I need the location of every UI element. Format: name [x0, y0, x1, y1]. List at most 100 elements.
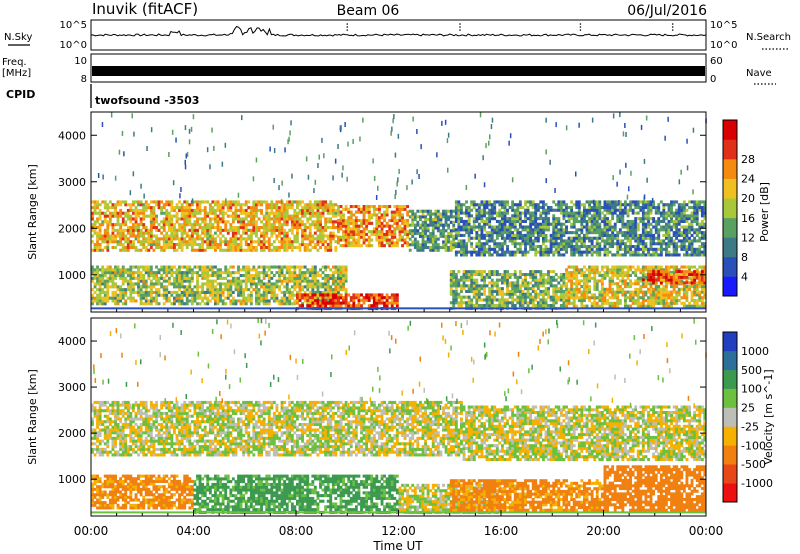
heatmap-cell: [239, 282, 243, 286]
heatmap-cell: [644, 200, 648, 204]
heatmap-cell: [460, 289, 463, 293]
heatmap-cell: [641, 253, 645, 257]
heatmap-cell: [226, 228, 230, 232]
heatmap-cell: [488, 239, 492, 243]
heatmap-cell: [547, 295, 550, 299]
heatmap-cell: [524, 236, 527, 240]
heatmap-cell: [588, 236, 591, 240]
heatmap-cell: [188, 237, 192, 241]
heatmap-cell: [142, 274, 146, 278]
heatmap-cell: [224, 243, 228, 247]
heatmap-cell: [139, 228, 143, 232]
heatmap-cell: [449, 243, 453, 247]
heatmap-cell: [580, 236, 584, 240]
heatmap-cell: [111, 293, 115, 297]
heatmap-cell: [316, 200, 320, 204]
heatmap-cell: [513, 203, 517, 207]
heatmap-cell: [688, 231, 691, 235]
heatmap-cell: [214, 248, 217, 252]
heatmap-cell: [144, 248, 148, 252]
heatmap-cell: [237, 293, 240, 297]
heatmap-cell: [285, 231, 289, 235]
heatmap-cell: [91, 228, 94, 232]
heatmap-cell: [144, 290, 148, 294]
heatmap-cell: [677, 206, 681, 210]
heatmap-cell: [536, 225, 540, 229]
heatmap-cell: [319, 220, 322, 224]
heatmap-cell: [349, 216, 353, 220]
heatmap-cell: [398, 230, 402, 234]
heatmap-cell: [160, 208, 164, 212]
heatmap-cell: [442, 243, 445, 247]
heatmap-cell: [618, 239, 622, 243]
heatmap-cell: [283, 276, 287, 280]
heatmap-cell: [114, 214, 117, 218]
heatmap-cell: [536, 222, 540, 226]
heatmap-cell: [511, 301, 515, 305]
heatmap-cell: [272, 228, 276, 232]
heatmap-cell: [308, 206, 312, 210]
heatmap-cell: [475, 233, 479, 237]
heatmap-cell: [534, 284, 538, 288]
heatmap-cell: [557, 247, 561, 251]
heatmap-cell: [588, 231, 591, 235]
heatmap-cell: [483, 225, 486, 229]
heatmap-cell: [301, 220, 304, 224]
heatmap-cell: [506, 208, 509, 212]
heatmap-cell: [211, 285, 215, 289]
heatmap-cell: [667, 219, 671, 223]
heatmap-cell: [193, 240, 197, 244]
heatmap-cell: [121, 302, 125, 306]
heatmap-cell: [485, 222, 489, 226]
heatmap-cell: [613, 200, 617, 204]
heatmap-cell: [559, 289, 563, 293]
heatmap-cell: [226, 220, 230, 224]
heatmap-cell: [544, 281, 548, 285]
heatmap-cell: [495, 281, 499, 285]
heatmap-cell: [283, 296, 287, 300]
heatmap-cell: [385, 301, 389, 305]
heatmap-cell: [237, 231, 240, 235]
heatmap-cell: [170, 265, 174, 269]
heatmap-cell: [690, 250, 694, 254]
heatmap-cell: [631, 225, 635, 229]
heatmap-cell: [534, 289, 538, 293]
heatmap-cell: [436, 215, 440, 219]
heatmap-cell: [103, 302, 107, 306]
heatmap-cell: [114, 296, 117, 300]
heatmap-cell: [677, 245, 681, 249]
heatmap-cell: [224, 237, 228, 241]
heatmap-cell: [198, 285, 202, 289]
heatmap-cell: [319, 268, 322, 272]
heatmap-cell: [270, 228, 274, 232]
heatmap-cell: [470, 231, 474, 235]
heatmap-cell: [513, 219, 517, 223]
heatmap-cell: [144, 240, 148, 244]
heatmap-cell: [685, 239, 689, 243]
heatmap-cell: [570, 236, 574, 240]
heatmap-cell: [431, 223, 435, 227]
heatmap-cell: [565, 301, 568, 305]
heatmap-cell: [108, 271, 112, 275]
heatmap-cell: [511, 242, 515, 246]
heatmap-cell: [132, 203, 135, 207]
heatmap-cell: [126, 274, 130, 278]
heatmap-cell: [680, 242, 684, 246]
heatmap-cell: [244, 276, 248, 280]
heatmap-cell: [544, 211, 548, 215]
heatmap-cell: [595, 211, 599, 215]
heatmap-cell: [242, 223, 246, 227]
heatmap-cell: [695, 219, 699, 223]
heatmap-cell: [613, 208, 617, 212]
heatmap-cell: [513, 281, 517, 285]
power-heatmap: [91, 112, 707, 311]
heatmap-cell: [147, 248, 151, 252]
heatmap-cell: [490, 231, 494, 235]
heatmap-cell: [221, 206, 225, 210]
heatmap-cell: [270, 203, 274, 207]
heatmap-cell: [652, 225, 656, 229]
heatmap-cell: [595, 242, 599, 246]
heatmap-cell: [454, 208, 458, 212]
heatmap-cell: [624, 250, 627, 254]
heatmap-cell: [329, 217, 333, 221]
